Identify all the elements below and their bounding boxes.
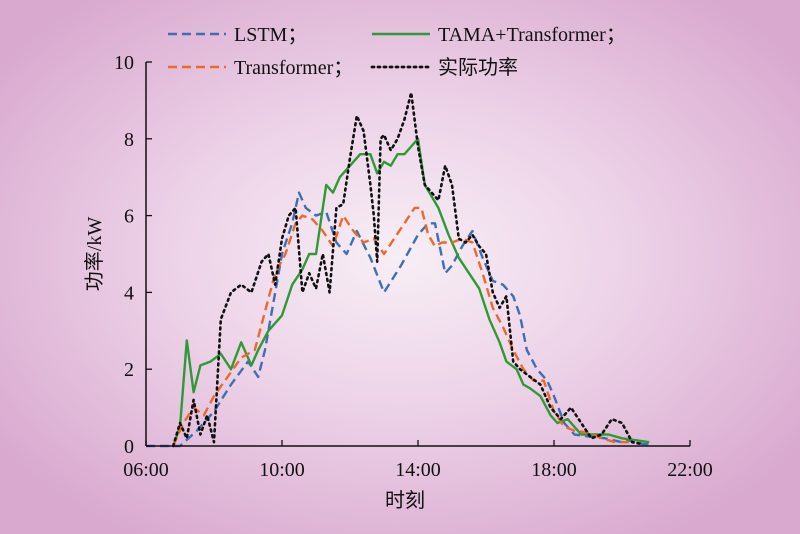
series-line-2 <box>172 206 629 447</box>
y-tick-label-0: 0 <box>124 436 134 458</box>
legend-label-3: 实际功率 <box>438 56 518 79</box>
y-tick-label-3: 6 <box>124 206 134 228</box>
legend-label-2: Transformer； <box>234 57 353 79</box>
series-line-0 <box>146 191 650 448</box>
series-line-1 <box>172 137 650 447</box>
x-axis-title: 时刻 <box>385 489 425 512</box>
legend-label-1: TAMA+Transformer； <box>438 24 626 46</box>
x-tick-label-2: 14:00 <box>395 459 441 481</box>
y-tick-label-5: 10 <box>114 52 134 74</box>
x-tick-label-1: 10:00 <box>259 459 305 481</box>
x-tick-label-0: 06:00 <box>123 459 169 481</box>
x-tick-label-4: 22:00 <box>667 459 713 481</box>
y-tick-label-4: 8 <box>124 129 134 151</box>
legend-label-0: LSTM； <box>234 24 307 46</box>
ticks <box>145 61 691 447</box>
plot-lines <box>146 91 650 448</box>
x-tick-label-3: 18:00 <box>531 459 577 481</box>
tick-labels: 0 2 4 6 8 10 06:00 10:00 14:00 18:00 22:00 <box>114 52 713 481</box>
y-tick-label-2: 4 <box>124 282 134 304</box>
y-axis-title: 功率/kW <box>83 217 106 292</box>
axes <box>145 62 690 447</box>
series-line-3 <box>171 91 644 448</box>
y-tick-label-1: 2 <box>124 359 134 381</box>
legend: LSTM； TAMA+Transformer； Transformer； 实际功率 <box>168 24 626 79</box>
